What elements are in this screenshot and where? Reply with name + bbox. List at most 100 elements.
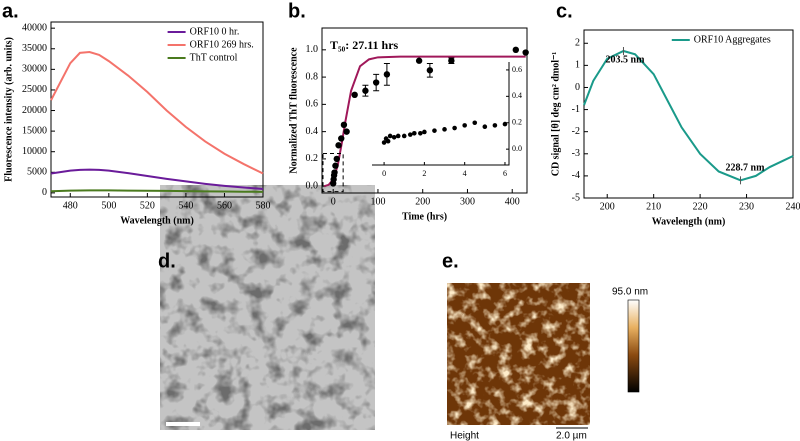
inset-point	[385, 138, 391, 144]
x-tick-label: 300	[460, 196, 475, 207]
inset-point	[391, 134, 397, 140]
x-axis-label: Time (hrs)	[402, 211, 447, 222]
inset-point	[492, 123, 498, 128]
y-tick-label: -5	[572, 192, 580, 203]
inset-y-tick-label: 0.2	[512, 118, 522, 127]
x-tick-label: 480	[63, 200, 78, 211]
y-tick-label: 20000	[22, 105, 47, 116]
x-tick-label: 520	[140, 200, 155, 211]
x-tick-label: 400	[505, 196, 520, 207]
point	[343, 128, 350, 135]
colorbar-label: 95.0 nm	[612, 287, 648, 298]
afm-image	[447, 283, 640, 429]
point	[331, 169, 338, 176]
plot-frame	[50, 21, 264, 198]
y-tick-label: 1	[575, 60, 580, 71]
y-tick-label: -3	[572, 148, 580, 159]
fit-line	[323, 55, 526, 188]
x-axis-label: Wavelength (nm)	[652, 216, 726, 227]
x-tick-label: 500	[101, 200, 116, 211]
y-tick-label: 10000	[22, 146, 47, 157]
inset-point	[442, 127, 447, 132]
inset-point	[412, 131, 417, 136]
x-tick-label: 240	[786, 201, 800, 212]
y-tick-label: 5000	[27, 167, 47, 178]
inset-point	[407, 132, 413, 137]
inset-y-tick-label: 0.6	[512, 65, 522, 74]
inset-point	[432, 128, 437, 133]
y-axis-label: Fluorescence intensity (arb. units)	[3, 37, 14, 182]
inset-point	[387, 133, 393, 139]
y-tick-label: 0.8	[306, 71, 319, 82]
y-tick-label: 0.4	[306, 126, 319, 137]
inset-point	[462, 123, 467, 128]
inset-x-tick-label: 4	[463, 169, 467, 178]
x-tick-label: 200	[415, 196, 430, 207]
x-tick-label: 580	[256, 200, 271, 211]
x-tick-label: 230	[739, 201, 754, 212]
panel-label: a.	[2, 0, 19, 22]
panel-label: d.	[158, 250, 176, 272]
y-tick-label: 0.2	[306, 153, 319, 164]
y-tick-label: 25000	[22, 84, 47, 95]
panel-label: e.	[442, 250, 459, 272]
y-axis-label: CD signal [θ] deg cm² dmol⁻¹	[550, 52, 561, 177]
inset-point	[381, 140, 387, 145]
inset-x-tick-label: 6	[503, 169, 507, 178]
panel-label: c.	[556, 0, 573, 22]
x-tick-label: 100	[370, 196, 385, 207]
line	[50, 51, 264, 175]
inset-point	[395, 133, 401, 139]
inset-axes	[372, 62, 510, 166]
inset-point	[472, 120, 478, 126]
y-axis-label: Normalized ThT fluorescence	[288, 47, 299, 174]
y-tick-label: -2	[572, 126, 580, 137]
scale-bar-label: 2.0 µm	[556, 431, 587, 441]
inset-y-tick-label: 0.4	[512, 91, 522, 100]
y-tick-label: 0	[42, 187, 47, 198]
legend-label: ORF10 Aggregates	[694, 34, 771, 45]
point	[383, 71, 391, 78]
line	[583, 49, 794, 182]
tem-image	[160, 185, 375, 430]
y-tick-label: 0.6	[306, 99, 319, 110]
inset-point	[418, 131, 423, 136]
legend-label: ORF10 0 hr.	[190, 26, 240, 37]
line	[50, 168, 264, 190]
point	[362, 87, 369, 94]
y-tick-label: 0.0	[306, 180, 319, 191]
x-tick-label: 540	[178, 200, 193, 211]
y-tick-label: 2	[575, 38, 580, 49]
x-tick-label: 220	[693, 201, 708, 212]
point	[512, 46, 520, 54]
plot-frame	[583, 29, 794, 199]
x-tick-label: 0	[331, 196, 336, 207]
x-tick-label: 210	[646, 201, 661, 212]
legend-label: ORF10 269 hrs.	[190, 39, 254, 50]
annotation: 203.5 nm	[606, 54, 646, 65]
inset-point	[401, 133, 407, 139]
inset-x-tick-label: 2	[422, 169, 426, 178]
x-tick-label: 200	[600, 201, 615, 212]
point	[522, 49, 529, 56]
y-tick-label: 1.0	[306, 44, 319, 55]
y-tick-label: 40000	[22, 22, 47, 33]
x-tick-label: 560	[217, 200, 232, 211]
inset-x-tick-label: 0	[382, 169, 386, 178]
y-tick-label: -1	[572, 104, 580, 115]
y-tick-label: 15000	[22, 125, 47, 136]
point	[338, 135, 345, 142]
y-tick-label: -4	[572, 170, 580, 181]
panel-label: b.	[288, 0, 306, 22]
inset-y-tick-label: 0.0	[512, 144, 522, 153]
y-tick-label: 35000	[22, 43, 47, 54]
point	[415, 57, 423, 64]
x-axis-label: Wavelength (nm)	[120, 215, 194, 226]
zoom-box	[322, 152, 344, 193]
annotation: T₅₀: 27.11 hrs	[330, 38, 399, 52]
point	[426, 67, 434, 74]
inset-point	[452, 125, 457, 131]
legend-label: ThT control	[190, 52, 238, 63]
point	[333, 155, 340, 163]
